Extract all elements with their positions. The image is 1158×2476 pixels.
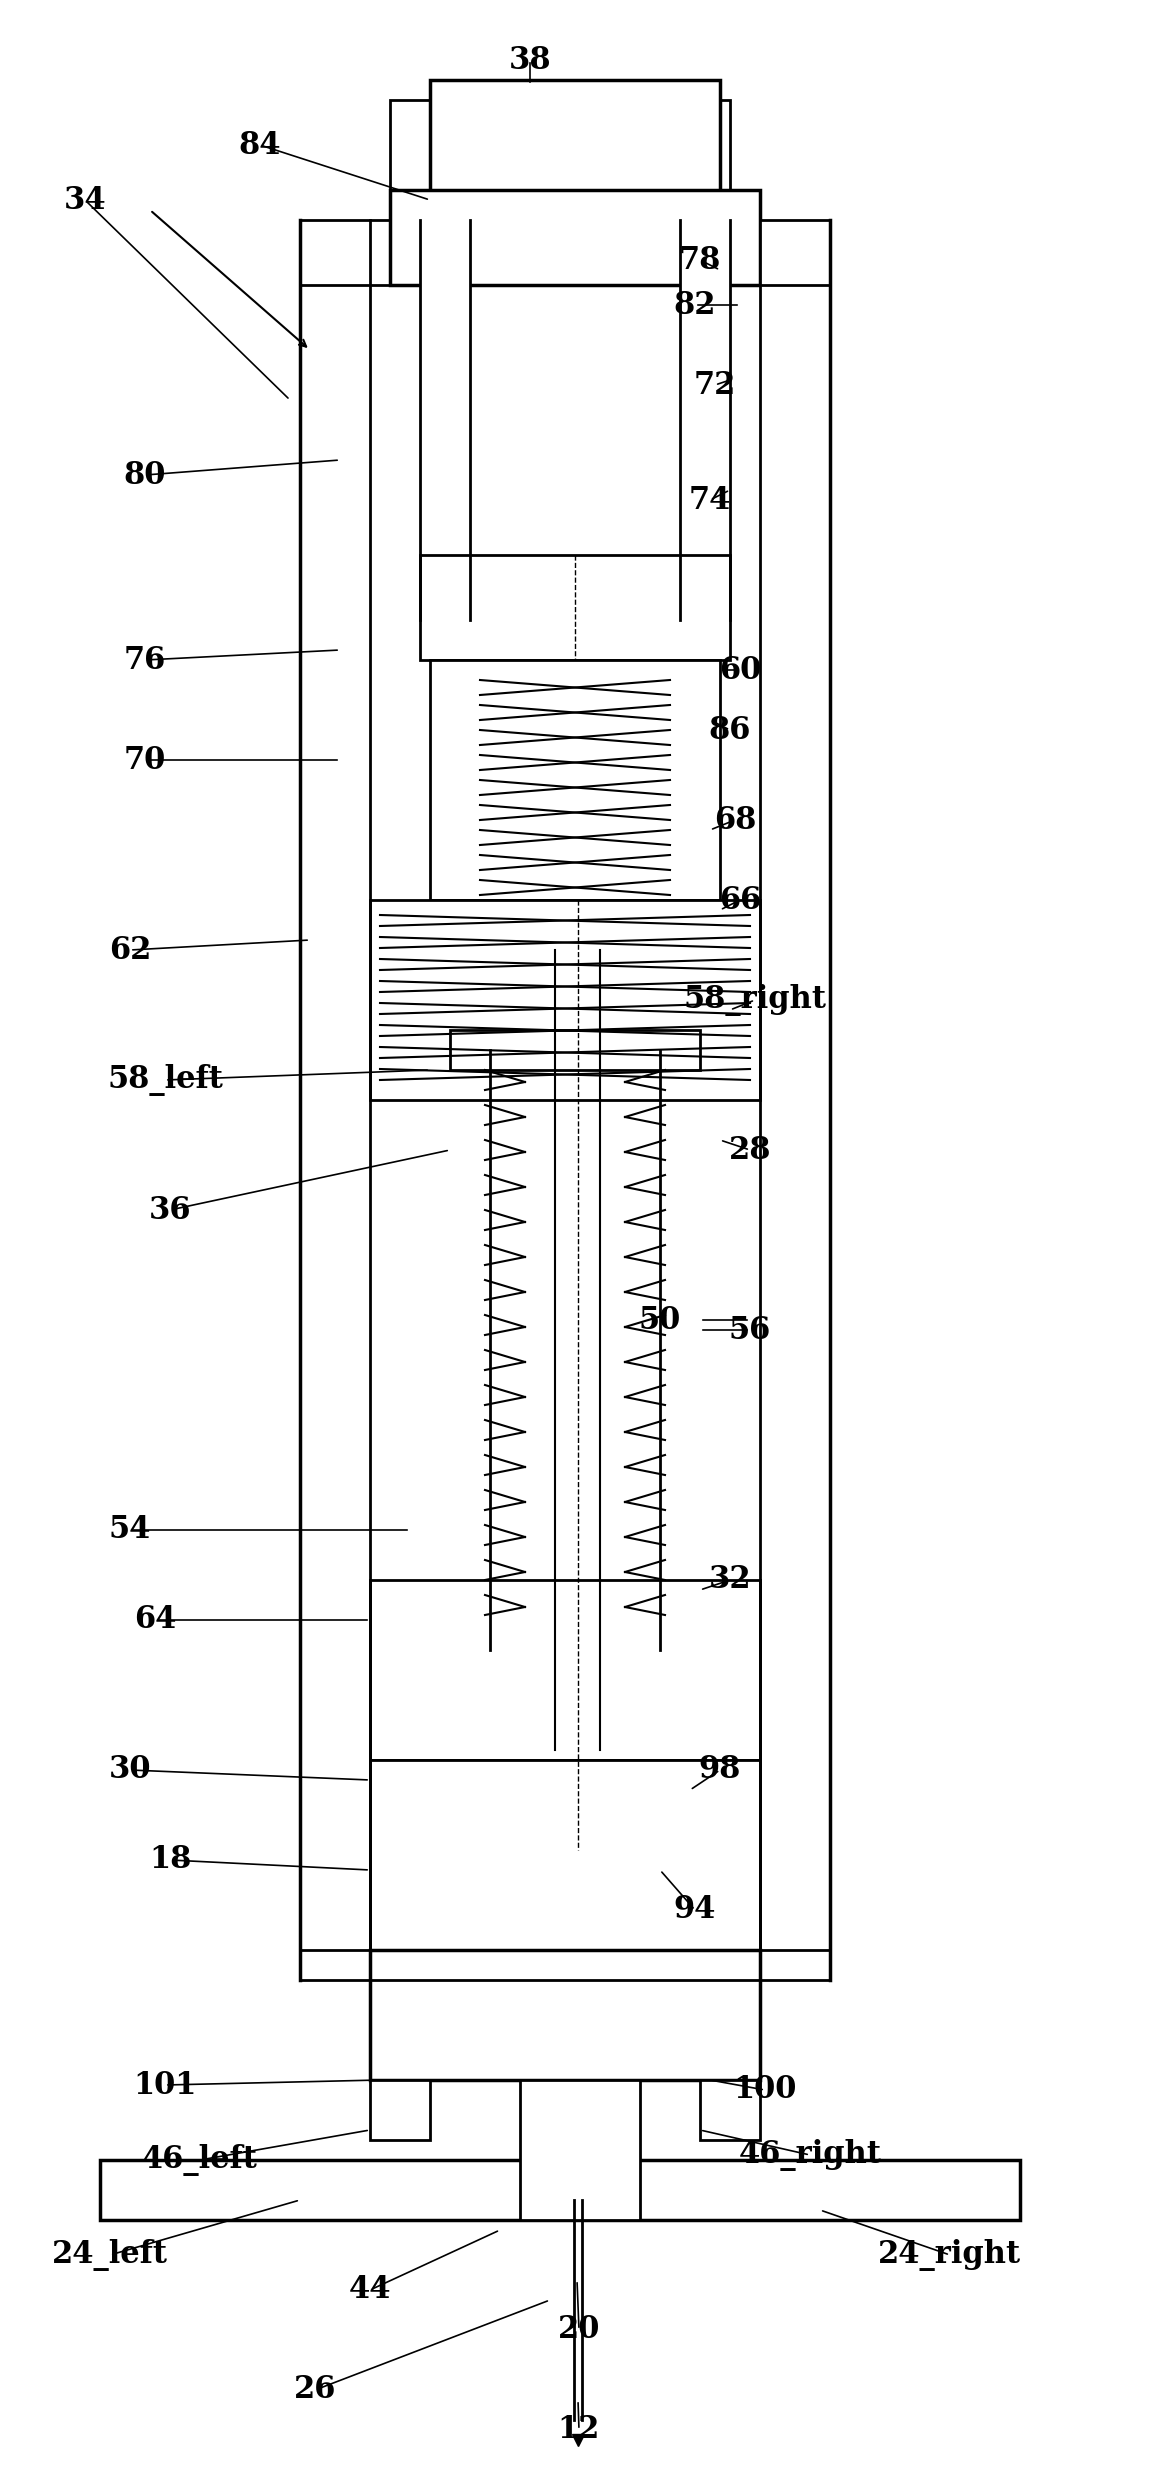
- Bar: [520, 2080, 550, 2221]
- Text: 24_left: 24_left: [52, 2238, 168, 2270]
- Bar: [699, 2080, 760, 2139]
- Text: 20: 20: [558, 2315, 600, 2345]
- Text: 46_right: 46_right: [739, 2139, 881, 2171]
- Bar: [680, 220, 730, 619]
- Bar: [300, 220, 371, 1981]
- Text: 68: 68: [713, 805, 756, 834]
- Text: 54: 54: [109, 1515, 152, 1545]
- Text: 18: 18: [149, 1845, 191, 1874]
- Bar: [371, 349, 758, 899]
- Text: 62: 62: [109, 933, 152, 966]
- Bar: [390, 191, 450, 285]
- Text: 28: 28: [728, 1134, 771, 1166]
- Bar: [371, 1580, 760, 1760]
- Text: 34: 34: [64, 186, 107, 215]
- Text: 64: 64: [134, 1604, 176, 1637]
- Text: 24_right: 24_right: [879, 2238, 1021, 2270]
- Bar: [420, 220, 470, 619]
- Bar: [390, 99, 440, 201]
- Text: 74: 74: [689, 485, 731, 515]
- Bar: [371, 899, 760, 1099]
- Bar: [390, 191, 760, 285]
- Bar: [760, 220, 830, 1981]
- Text: 80: 80: [124, 461, 167, 490]
- Text: 66: 66: [719, 884, 761, 916]
- Text: 46_left: 46_left: [142, 2144, 258, 2176]
- Bar: [420, 555, 730, 661]
- Bar: [371, 2080, 430, 2139]
- Text: 56: 56: [728, 1315, 771, 1344]
- Text: 12: 12: [558, 2414, 600, 2446]
- Text: 100: 100: [733, 2075, 797, 2105]
- Bar: [690, 1580, 760, 1760]
- Text: 38: 38: [508, 45, 551, 74]
- Bar: [610, 2080, 640, 2221]
- Text: 50: 50: [639, 1305, 681, 1335]
- Text: 32: 32: [709, 1565, 752, 1595]
- Bar: [520, 2080, 640, 2221]
- Text: 36: 36: [148, 1193, 191, 1226]
- Text: 70: 70: [124, 745, 166, 775]
- Bar: [371, 1760, 760, 1951]
- Bar: [371, 2080, 430, 2139]
- Bar: [690, 1951, 760, 2080]
- Text: 101: 101: [133, 2070, 197, 2100]
- Text: 76: 76: [124, 644, 166, 676]
- Bar: [699, 2080, 760, 2139]
- Text: 82: 82: [674, 290, 717, 319]
- Text: 60: 60: [719, 654, 761, 686]
- Bar: [430, 661, 481, 899]
- Bar: [371, 1951, 440, 2080]
- Bar: [699, 191, 760, 285]
- Text: 44: 44: [349, 2275, 391, 2305]
- Text: 78: 78: [679, 245, 721, 275]
- Bar: [100, 2159, 1020, 2221]
- Bar: [430, 79, 485, 220]
- Bar: [680, 220, 730, 619]
- Bar: [485, 89, 665, 210]
- Text: 30: 30: [109, 1755, 152, 1785]
- Text: 58_left: 58_left: [107, 1065, 223, 1097]
- Text: 84: 84: [239, 129, 281, 161]
- Bar: [680, 99, 730, 201]
- Bar: [440, 99, 680, 201]
- Text: 26: 26: [294, 2374, 336, 2407]
- Bar: [450, 1030, 699, 1070]
- Bar: [300, 220, 371, 1981]
- Bar: [371, 1760, 440, 1951]
- Text: 98: 98: [698, 1755, 741, 1785]
- Bar: [371, 1580, 440, 1760]
- Bar: [430, 79, 720, 220]
- Bar: [690, 1760, 760, 1951]
- Text: 86: 86: [709, 716, 752, 745]
- Text: 58_right: 58_right: [683, 983, 827, 1015]
- Bar: [665, 79, 720, 220]
- Bar: [420, 220, 470, 619]
- Bar: [670, 661, 720, 899]
- Bar: [371, 1951, 760, 2080]
- Text: 94: 94: [674, 1894, 716, 1926]
- Bar: [430, 661, 720, 899]
- Bar: [760, 220, 830, 1981]
- Text: 72: 72: [694, 369, 736, 401]
- Bar: [471, 220, 679, 349]
